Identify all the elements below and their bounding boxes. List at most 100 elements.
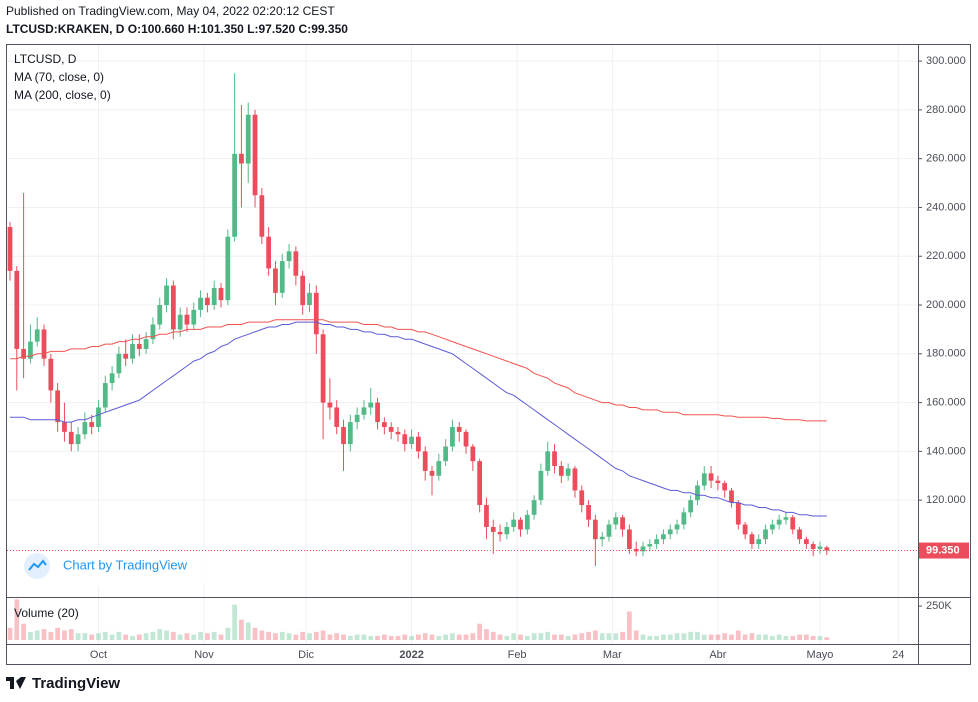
published-line: Published on TradingView.com, May 04, 20… (6, 4, 335, 18)
candle-body (456, 426, 462, 432)
candle-body (545, 451, 551, 471)
candle-body (504, 526, 510, 535)
volume-bar (232, 604, 237, 640)
volume-bar (715, 634, 721, 640)
candle-body (252, 114, 258, 196)
volume-bar (558, 634, 564, 640)
plot (7, 73, 830, 640)
candle-body (484, 505, 489, 527)
volume-bar (824, 637, 830, 640)
volume-bar (477, 623, 483, 640)
candle-body (722, 483, 728, 491)
candle-body (279, 261, 285, 293)
candle-body (347, 422, 353, 445)
candle-body (416, 436, 421, 452)
candle-body (354, 414, 360, 423)
watermark: Chart by TradingView (16, 548, 206, 586)
candle-body (817, 546, 823, 549)
candle-body (627, 529, 632, 549)
volume-bar (170, 631, 176, 640)
x-tick-label: Mar (603, 649, 622, 661)
volume-bar (381, 634, 387, 640)
volume-bar (130, 635, 135, 640)
volume-bar (681, 633, 687, 640)
candle-body (803, 539, 809, 545)
volume-bar (286, 633, 292, 640)
volume-bar (518, 634, 523, 640)
volume-bar (402, 634, 408, 640)
volume-bar (41, 629, 47, 640)
candle-body (436, 461, 442, 476)
x-tick-label: Dic (298, 649, 314, 661)
candle-body (7, 226, 13, 271)
candle-body (368, 402, 374, 408)
volume-bar (375, 635, 380, 640)
candle-body (109, 373, 115, 384)
volume-bar (198, 631, 203, 640)
volume-bar (620, 631, 625, 640)
candle-body (729, 490, 734, 503)
volume-bar (742, 634, 748, 640)
candle-body (313, 292, 319, 335)
candle-body (170, 285, 176, 330)
volume-bar (21, 623, 26, 640)
candle-body (756, 539, 762, 545)
volume-bar (647, 635, 653, 640)
candle-body (490, 526, 496, 532)
volume-bar (62, 630, 67, 640)
volume-bar (524, 635, 530, 640)
volume-bar (89, 634, 95, 640)
watermark-box (16, 548, 206, 586)
volume-bar (722, 633, 728, 640)
y-tick-label: 120.000 (926, 494, 966, 506)
volume-bar (763, 634, 768, 640)
volume-bar (633, 630, 639, 640)
volume-bar (109, 634, 115, 640)
candle-body (130, 344, 135, 359)
volume-bar (729, 634, 734, 640)
volume-bar (68, 629, 74, 640)
volume-bar (803, 634, 809, 640)
volume-bar (7, 627, 13, 640)
candle-body (524, 514, 530, 530)
volume-bar (599, 633, 605, 640)
volume-bar (810, 635, 816, 640)
candle-body (205, 297, 210, 306)
candle-body (375, 402, 380, 423)
last-price-tag (919, 542, 969, 559)
candle-body (701, 473, 707, 486)
volume-bar (116, 631, 122, 640)
volume-bar (565, 635, 571, 640)
y-tick-label: 280.000 (926, 104, 966, 116)
candle-body (429, 470, 435, 476)
x-tick-label: Feb (508, 649, 527, 661)
candle-body (300, 275, 306, 306)
volume-bar (96, 633, 101, 640)
candle-body (538, 470, 544, 501)
candle-body (266, 236, 272, 269)
volume-bar (177, 634, 183, 640)
volume-bar (776, 634, 782, 640)
volume-bar (150, 631, 156, 640)
candle-body (198, 297, 203, 310)
candle-body (143, 339, 149, 349)
volume-bar (436, 635, 442, 640)
candle-body (776, 519, 782, 525)
volume-bar (409, 635, 414, 640)
volume-bar (75, 633, 81, 640)
candle-body (395, 431, 401, 435)
candle-body (402, 434, 408, 445)
candle-body (245, 114, 251, 164)
candle-body (531, 500, 537, 515)
candle-body (742, 524, 748, 535)
candle-body (647, 544, 653, 547)
volume-bar (661, 634, 666, 640)
volume-bar (279, 631, 285, 640)
candle-body (797, 529, 802, 540)
volume-bar (273, 633, 278, 640)
volume-bar (184, 633, 190, 640)
volume-bar (470, 633, 476, 640)
moving-average-line (10, 319, 827, 422)
volume-bar (701, 634, 707, 640)
candle-body (565, 468, 571, 476)
